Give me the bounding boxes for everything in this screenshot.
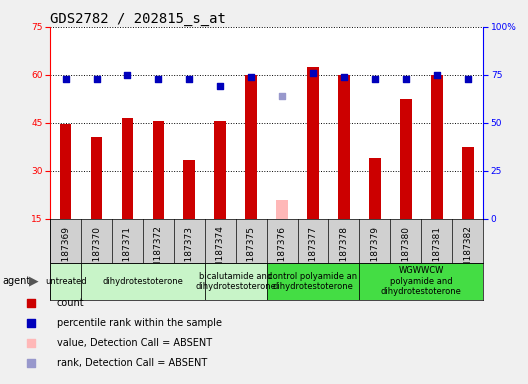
Text: percentile rank within the sample: percentile rank within the sample	[56, 318, 222, 328]
Text: count: count	[56, 298, 84, 308]
Text: GSM187380: GSM187380	[401, 225, 410, 280]
Bar	[91, 137, 102, 219]
Bar	[214, 121, 226, 219]
Text: agent: agent	[3, 276, 31, 286]
Point	[154, 76, 163, 82]
Bar	[307, 67, 319, 219]
Point	[123, 72, 131, 78]
Point	[247, 74, 256, 80]
Point	[61, 76, 70, 82]
Text: GSM187373: GSM187373	[185, 225, 194, 280]
Point	[185, 76, 194, 82]
Bar	[400, 99, 412, 219]
Text: GSM187374: GSM187374	[216, 225, 225, 280]
Text: GSM187382: GSM187382	[463, 225, 472, 280]
Bar	[81, 263, 205, 300]
Bar	[360, 263, 483, 300]
Bar	[153, 121, 164, 219]
Bar	[50, 263, 81, 300]
Point	[340, 74, 348, 80]
Text: GSM187376: GSM187376	[278, 225, 287, 280]
Text: control polyamide an
dihydrotestoterone: control polyamide an dihydrotestoterone	[268, 271, 357, 291]
Text: GSM187381: GSM187381	[432, 225, 441, 280]
Point	[278, 93, 286, 99]
Text: GSM187370: GSM187370	[92, 225, 101, 280]
Point	[432, 72, 441, 78]
Bar	[246, 75, 257, 219]
Bar	[431, 75, 442, 219]
Point	[309, 70, 317, 76]
Bar	[267, 263, 360, 300]
Text: GSM187372: GSM187372	[154, 225, 163, 280]
Text: WGWWCW
polyamide and
dihydrotestoterone: WGWWCW polyamide and dihydrotestoterone	[381, 266, 461, 296]
Bar	[462, 147, 474, 219]
Point	[216, 83, 224, 89]
Text: GSM187369: GSM187369	[61, 225, 70, 280]
Text: ▶: ▶	[29, 275, 39, 288]
Text: GSM187371: GSM187371	[123, 225, 132, 280]
Text: GSM187379: GSM187379	[370, 225, 380, 280]
Bar	[60, 124, 71, 219]
Text: bicalutamide and
dihydrotestoterone: bicalutamide and dihydrotestoterone	[195, 271, 276, 291]
Text: GDS2782 / 202815_s_at: GDS2782 / 202815_s_at	[50, 12, 226, 26]
Text: rank, Detection Call = ABSENT: rank, Detection Call = ABSENT	[56, 358, 207, 368]
Bar	[369, 158, 381, 219]
Point	[371, 76, 379, 82]
Point	[402, 76, 410, 82]
Point	[449, 91, 457, 97]
Point	[92, 76, 101, 82]
Text: GSM187378: GSM187378	[340, 225, 348, 280]
Bar	[183, 160, 195, 219]
Bar	[205, 263, 267, 300]
Text: untreated: untreated	[45, 277, 87, 286]
Bar	[121, 118, 134, 219]
Text: GSM187377: GSM187377	[308, 225, 317, 280]
Bar	[276, 200, 288, 219]
Bar	[338, 75, 350, 219]
Point	[464, 76, 472, 82]
Text: GSM187375: GSM187375	[247, 225, 256, 280]
Point	[449, 274, 457, 280]
Text: dihydrotestoterone: dihydrotestoterone	[102, 277, 183, 286]
Text: value, Detection Call = ABSENT: value, Detection Call = ABSENT	[56, 338, 212, 348]
